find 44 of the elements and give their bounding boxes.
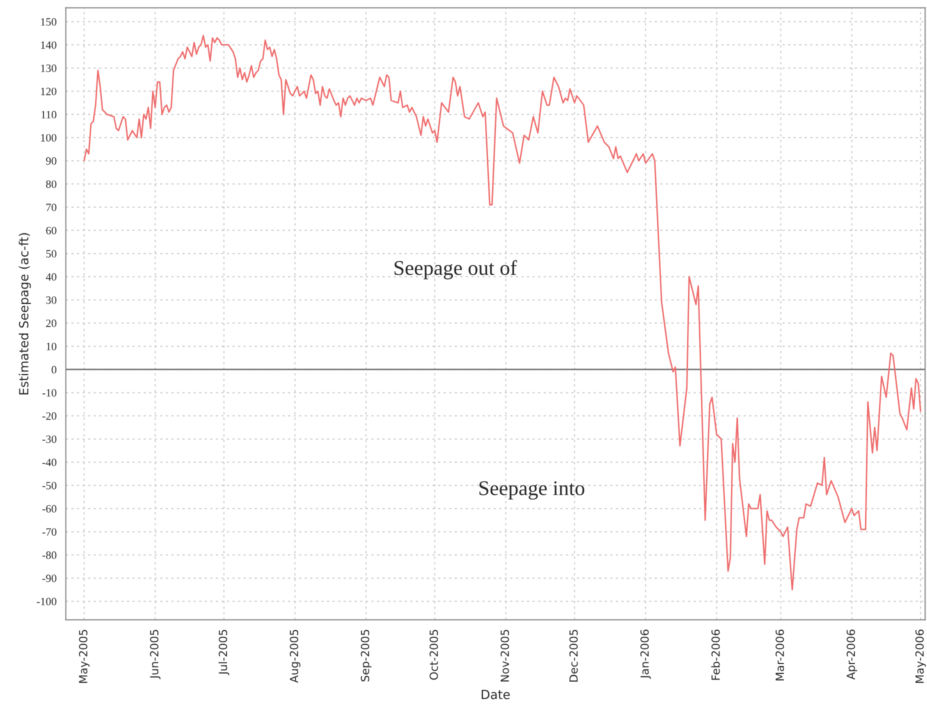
y-tick-label: 40 [46,273,56,281]
y-tick-label: -50 [42,482,56,490]
y-axis-title: Estimated Seepage (ac-ft) [18,233,31,394]
x-tick-label: Jan-2006 [640,630,651,679]
x-axis-title: Date [482,690,510,700]
y-tick-label: 0 [52,366,56,374]
x-tick-label: May-2005 [78,630,90,683]
y-tick-label: 110 [42,110,56,118]
x-tick-label: Jun-2005 [150,630,160,680]
y-tick-label: 80 [46,180,56,188]
y-tick-label: 10 [46,342,56,350]
y-tick-label: 140 [41,41,56,49]
y-tick-label: -100 [36,598,56,606]
y-tick-label: 30 [46,296,56,304]
y-tick-label: 150 [41,18,56,26]
y-tick-label: -10 [42,389,56,397]
y-tick-label: -40 [42,458,56,466]
y-tick-label: -70 [42,528,56,536]
x-tick-label: Mar-2006 [776,630,784,680]
x-tick-label: Aug-2005 [290,630,300,683]
y-tick-label: 20 [46,320,56,328]
y-tick-label: -80 [42,551,56,559]
x-tick-label: Oct-2005 [430,630,438,680]
x-tick-label: Sep-2005 [360,630,372,682]
y-tick-label: -90 [42,574,56,582]
y-tick-label: 100 [41,134,56,142]
x-tick-label: May-2006 [915,630,926,683]
y-tick-label: 120 [41,88,56,96]
x-tick-label: Feb-2006 [711,630,720,680]
x-tick-label: Jul-2005 [218,630,230,676]
y-tick-label: 130 [41,64,56,72]
y-tick-label: -20 [42,412,56,420]
x-tick-label: Apr-2006 [846,630,858,680]
y-tick-label: 60 [46,226,56,234]
y-tick-label: 50 [46,250,56,258]
x-tick-label: Nov-2005 [500,630,510,682]
annotation: Seepage into [479,481,584,500]
y-tick-label: -30 [42,435,56,443]
line-series [83,34,922,590]
annotation: Seepage out of [394,260,517,280]
x-tick-label: Dec-2005 [569,630,578,682]
y-tick-label: 70 [46,204,56,212]
y-tick-label: 90 [46,157,56,165]
y-tick-label: -60 [42,505,56,513]
